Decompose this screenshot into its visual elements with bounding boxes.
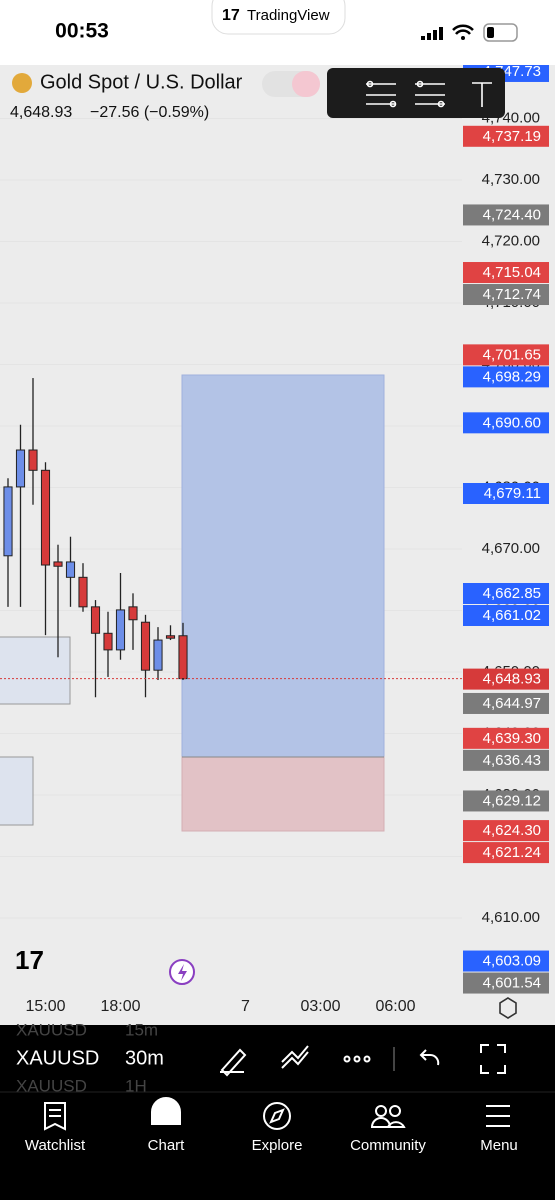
- candle-body: [15, 449, 26, 488]
- price-tag: [463, 366, 549, 388]
- y-tick-label: 4,720.00: [482, 232, 540, 249]
- app-name: TradingView: [247, 7, 330, 24]
- price-tag: [463, 972, 549, 994]
- price-tag: [463, 262, 549, 284]
- symbol-title[interactable]: Gold Spot / U.S. Dollar: [40, 71, 243, 93]
- drawing-toolbar: [327, 68, 505, 118]
- nav-icons: [44, 1097, 510, 1131]
- x-tick-label: 06:00: [375, 998, 415, 1015]
- long-stop-zone: [181, 756, 385, 832]
- plot: [0, 374, 462, 832]
- tv-logo: 17: [15, 945, 44, 975]
- price-tag-label: 4,679.11: [484, 485, 541, 502]
- symbol-icon: [12, 73, 32, 93]
- nav-label[interactable]: Chart: [148, 1137, 186, 1154]
- candle-body: [78, 576, 88, 608]
- price-tag: [463, 668, 549, 690]
- candle-body: [128, 606, 138, 621]
- price-tag-label: 4,629.12: [483, 792, 541, 809]
- nav-label[interactable]: Community: [350, 1137, 426, 1154]
- symbol[interactable]: XAUUSD: [16, 1047, 99, 1069]
- candle-body: [90, 606, 101, 634]
- price-tag: [463, 583, 549, 605]
- price-tag: [463, 125, 549, 147]
- price-tag: [463, 412, 549, 434]
- price-change: −27.56 (−0.59%): [90, 104, 209, 121]
- nav-label[interactable]: Menu: [480, 1137, 518, 1154]
- x-tick-label: 7: [241, 998, 250, 1015]
- price-tag-label: 4,724.40: [483, 206, 541, 223]
- price-tag-label: 4,603.09: [483, 953, 541, 970]
- price-tag: [463, 749, 549, 771]
- price-tag-label: 4,621.24: [483, 844, 541, 861]
- x-tick-label: 18:00: [100, 998, 140, 1015]
- drawn-rectangle: [0, 636, 71, 705]
- price-tag: [463, 692, 549, 714]
- candle-body: [115, 609, 126, 651]
- last-price: 4,648.93: [10, 104, 72, 121]
- candle-body: [28, 449, 38, 471]
- price-tag-label: 4,639.30: [483, 730, 541, 747]
- candle-body: [153, 639, 163, 671]
- price-tag: [463, 727, 549, 749]
- candle-body: [65, 561, 76, 578]
- candle-body: [40, 469, 51, 566]
- candle-body: [165, 635, 176, 639]
- next-symbol: XAUUSD: [16, 1076, 87, 1095]
- status-icons: [421, 23, 518, 42]
- indicator-pill-active: [292, 71, 320, 97]
- prev-interval: 15m: [125, 1020, 158, 1039]
- candle-body: [103, 632, 113, 651]
- clock: 00:53: [55, 20, 109, 43]
- price-tag-label: 4,712.74: [483, 286, 541, 303]
- candle-body: [140, 621, 151, 671]
- price-tag: [463, 820, 549, 842]
- price-tag: [463, 605, 549, 627]
- price-tag: [463, 790, 549, 812]
- nav-label[interactable]: Explore: [252, 1137, 303, 1154]
- x-tick-label: 15:00: [25, 998, 65, 1015]
- drawn-rectangle: [0, 756, 34, 826]
- y-tick-label: 4,670.00: [482, 540, 540, 557]
- lightning-icon: [178, 964, 187, 981]
- price-tag: [463, 204, 549, 226]
- candle-body: [3, 486, 13, 557]
- candle-body: [53, 561, 63, 567]
- price-tag-label: 4,698.29: [483, 368, 541, 385]
- candle-body: [178, 635, 188, 680]
- interval[interactable]: 30m: [125, 1047, 164, 1069]
- long-profit-zone: [181, 374, 385, 758]
- price-tag-label: 4,701.65: [483, 346, 541, 363]
- y-tick-label: 4,730.00: [482, 171, 540, 188]
- price-tag: [463, 950, 549, 972]
- price-tag: [463, 842, 549, 864]
- price-tag-label: 4,661.02: [483, 607, 541, 624]
- price-tag-label: 4,624.30: [483, 822, 541, 839]
- price-tag: [463, 344, 549, 366]
- toolbar-icons[interactable]: [366, 80, 492, 108]
- nav-label[interactable]: Watchlist: [25, 1137, 86, 1154]
- prev-symbol: XAUUSD: [16, 1020, 87, 1039]
- price-tag: [463, 284, 549, 306]
- next-interval: 1H: [125, 1076, 147, 1095]
- price-tag-label: 4,662.85: [483, 585, 541, 602]
- price-tag-label: 4,715.04: [483, 264, 541, 281]
- price-tag-label: 4,601.54: [483, 975, 541, 992]
- price-tags: 4,747.734,737.194,724.404,715.044,712.74…: [463, 60, 549, 994]
- price-tag: [463, 482, 549, 504]
- app-logo: 17: [222, 7, 240, 24]
- toolbar-actions[interactable]: [220, 1044, 506, 1077]
- price-tag-label: 4,636.43: [483, 752, 541, 769]
- price-tag-label: 4,644.97: [483, 695, 541, 712]
- y-tick-label: 4,610.00: [482, 909, 540, 926]
- app-pill: [211, 0, 346, 35]
- settings-icon[interactable]: [499, 997, 517, 1019]
- price-tag-label: 4,690.60: [483, 414, 541, 431]
- price-tag-label: 4,648.93: [483, 671, 541, 688]
- price-tag-label: 4,737.19: [483, 128, 541, 145]
- x-tick-label: 03:00: [300, 998, 340, 1015]
